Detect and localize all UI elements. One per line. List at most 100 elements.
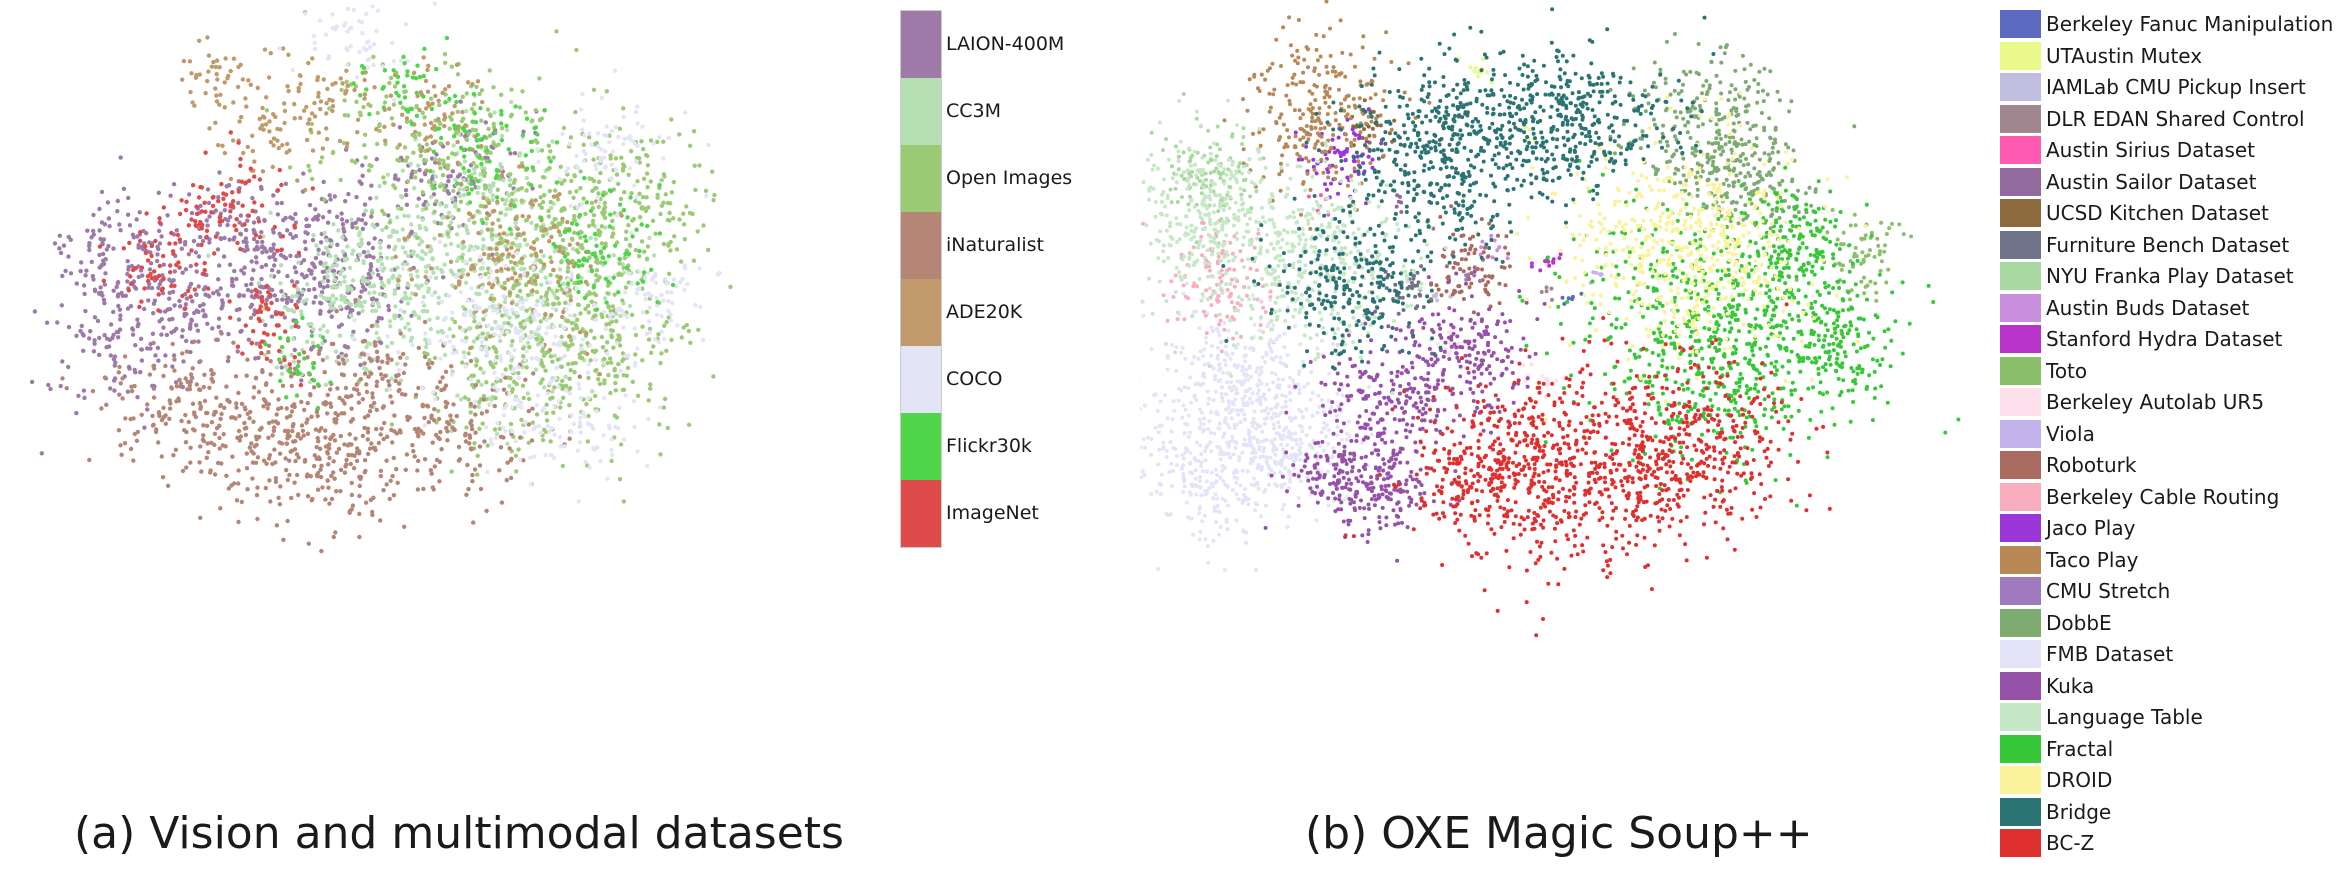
legend-label-viola: Viola	[2046, 421, 2095, 446]
legend-item-austin-sirius-dataset: Austin Sirius Dataset	[2000, 136, 2340, 164]
legend-item-jaco-play: Jaco Play	[2000, 514, 2340, 542]
colorbar-segment-flickr30k	[901, 413, 941, 480]
colorbar-label-open-images: Open Images	[946, 166, 1073, 189]
legend-swatch-cmu-stretch	[2000, 577, 2041, 605]
legend-item-kuka: Kuka	[2000, 671, 2340, 700]
series-stanford-hydra-dataset-points	[1529, 252, 1563, 273]
series-inaturalist-points	[60, 297, 582, 554]
legend-item-roboturk: Roboturk	[2000, 451, 2340, 479]
legend-swatch-austin-buds-dataset	[2000, 293, 2041, 322]
legend-label-cmu-stretch: CMU Stretch	[2046, 579, 2171, 603]
colorbar-label-laion-400m: LAION-400M	[946, 32, 1065, 55]
series-imagenet-points	[97, 130, 315, 388]
series-taco-play-points	[1222, 0, 1432, 231]
legend-swatch-bridge	[2000, 797, 2041, 826]
colorbar-label-coco: COCO	[946, 367, 1003, 390]
legend-label-berkeley-autolab-ur5: Berkeley Autolab UR5	[2046, 390, 2265, 414]
legend-label-austin-sailor-dataset: Austin Sailor Dataset	[2046, 169, 2257, 194]
legend-item-berkeley-cable-routing: Berkeley Cable Routing	[2000, 482, 2340, 511]
legend-label-jaco-play: Jaco Play	[2046, 516, 2136, 540]
legend-swatch-austin-sailor-dataset	[2000, 167, 2041, 196]
legend-item-furniture-bench-dataset: Furniture Bench Dataset	[2000, 230, 2340, 259]
legend-item-berkeley-fanuc-manipulation: Berkeley Fanuc Manipulation	[2000, 10, 2340, 38]
legend-label-stanford-hydra-dataset: Stanford Hydra Dataset	[2046, 327, 2283, 351]
legend-label-toto: Toto	[2046, 358, 2088, 383]
legend-swatch-utaustin-mutex	[2000, 41, 2041, 70]
colorbar-label-ade20k: ADE20K	[946, 300, 1023, 323]
legend-label-droid: DROID	[2046, 768, 2113, 792]
legend-item-dlr-edan-shared-control: DLR EDAN Shared Control	[2000, 104, 2340, 133]
series-coco-points	[277, 1, 722, 504]
legend-swatch-austin-sirius-dataset	[2000, 136, 2041, 164]
legend-item-ucsd-kitchen-dataset: UCSD Kitchen Dataset	[2000, 199, 2340, 227]
legend-swatch-berkeley-fanuc-manipulation	[2000, 10, 2041, 38]
colorbar-segment-coco	[901, 346, 941, 413]
legend-label-berkeley-cable-routing: Berkeley Cable Routing	[2046, 484, 2280, 509]
legend-swatch-taco-play	[2000, 545, 2041, 574]
legend-item-toto: Toto	[2000, 356, 2340, 385]
legend-label-kuka: Kuka	[2046, 673, 2095, 698]
legend-label-austin-sirius-dataset: Austin Sirius Dataset	[2046, 138, 2256, 162]
series-bc-z-points	[1343, 302, 1832, 638]
legend-swatch-stanford-hydra-dataset	[2000, 325, 2041, 353]
legend-item-droid: DROID	[2000, 766, 2340, 794]
legend-item-nyu-franka-play-dataset: NYU Franka Play Dataset	[2000, 262, 2340, 290]
series-iamlab-cmu-pickup-insert-points	[1431, 292, 1453, 303]
legend-swatch-ucsd-kitchen-dataset	[2000, 199, 2041, 227]
legend-item-bridge: Bridge	[2000, 797, 2340, 826]
legend-swatch-iamlab-cmu-pickup-insert	[2000, 73, 2041, 101]
chart-a-plot-area	[30, 1, 733, 554]
series-kuka-points	[1263, 269, 1547, 563]
colorbar-segment-imagenet	[901, 480, 941, 547]
legend-label-fmb-dataset: FMB Dataset	[2046, 642, 2174, 666]
legend-swatch-berkeley-cable-routing	[2000, 482, 2041, 511]
legend-item-berkeley-autolab-ur5: Berkeley Autolab UR5	[2000, 388, 2340, 416]
series-berkeley-fanuc-manipulation-points	[1560, 291, 1584, 306]
series-flickr30k-points	[263, 35, 676, 411]
legend-item-viola: Viola	[2000, 419, 2340, 448]
series-fmb-dataset-points	[1140, 272, 1394, 572]
legend-item-cmu-stretch: CMU Stretch	[2000, 577, 2340, 605]
legend-label-ucsd-kitchen-dataset: UCSD Kitchen Dataset	[2046, 201, 2269, 225]
legend-item-austin-buds-dataset: Austin Buds Dataset	[2000, 293, 2340, 322]
series-bridge-points	[1221, 7, 1716, 371]
series-cmu-stretch-points	[1464, 272, 1483, 283]
chart-a-colorbar	[900, 10, 942, 548]
legend-label-nyu-franka-play-dataset: NYU Franka Play Dataset	[2046, 264, 2294, 288]
legend-swatch-dobbe	[2000, 608, 2041, 637]
series-roboturk-points	[1429, 204, 1512, 315]
series-toto-points	[1794, 208, 1914, 303]
legend-swatch-bc-z	[2000, 829, 2041, 857]
legend-label-bridge: Bridge	[2046, 799, 2112, 824]
legend-label-dlr-edan-shared-control: DLR EDAN Shared Control	[2046, 106, 2305, 131]
colorbar-label-flickr30k: Flickr30k	[946, 434, 1032, 457]
series-austin-sailor-dataset-points	[1394, 193, 1404, 214]
colorbar-label-inaturalist: iNaturalist	[946, 233, 1044, 256]
legend-swatch-language-table	[2000, 703, 2041, 731]
legend-label-utaustin-mutex: UTAustin Mutex	[2046, 43, 2203, 68]
legend-item-taco-play: Taco Play	[2000, 545, 2340, 574]
legend-label-austin-buds-dataset: Austin Buds Dataset	[2046, 295, 2250, 320]
legend-label-dobbe: DobbE	[2046, 610, 2112, 635]
colorbar-segment-inaturalist	[901, 212, 941, 279]
colorbar-segment-laion-400m	[901, 11, 941, 78]
legend-swatch-roboturk	[2000, 451, 2041, 479]
legend-label-roboturk: Roboturk	[2046, 453, 2137, 477]
legend-item-utaustin-mutex: UTAustin Mutex	[2000, 41, 2340, 70]
series-droid-points	[1475, 91, 1868, 422]
legend-item-fmb-dataset: FMB Dataset	[2000, 640, 2340, 668]
legend-item-iamlab-cmu-pickup-insert: IAMLab CMU Pickup Insert	[2000, 73, 2340, 101]
series-nyu-franka-play-dataset-points	[1149, 92, 1266, 246]
legend-swatch-dlr-edan-shared-control	[2000, 104, 2041, 133]
legend-swatch-viola	[2000, 419, 2041, 448]
legend-label-furniture-bench-dataset: Furniture Bench Dataset	[2046, 232, 2290, 257]
legend-swatch-kuka	[2000, 671, 2041, 700]
legend-swatch-fmb-dataset	[2000, 640, 2041, 668]
legend-label-berkeley-fanuc-manipulation: Berkeley Fanuc Manipulation	[2046, 12, 2334, 36]
legend-swatch-toto	[2000, 356, 2041, 385]
legend-label-bc-z: BC-Z	[2046, 831, 2095, 855]
legend-label-language-table: Language Table	[2046, 705, 2203, 729]
chart-b-plot-area	[1140, 0, 1961, 638]
legend-swatch-nyu-franka-play-dataset	[2000, 262, 2041, 290]
colorbar-segment-ade20k	[901, 279, 941, 346]
